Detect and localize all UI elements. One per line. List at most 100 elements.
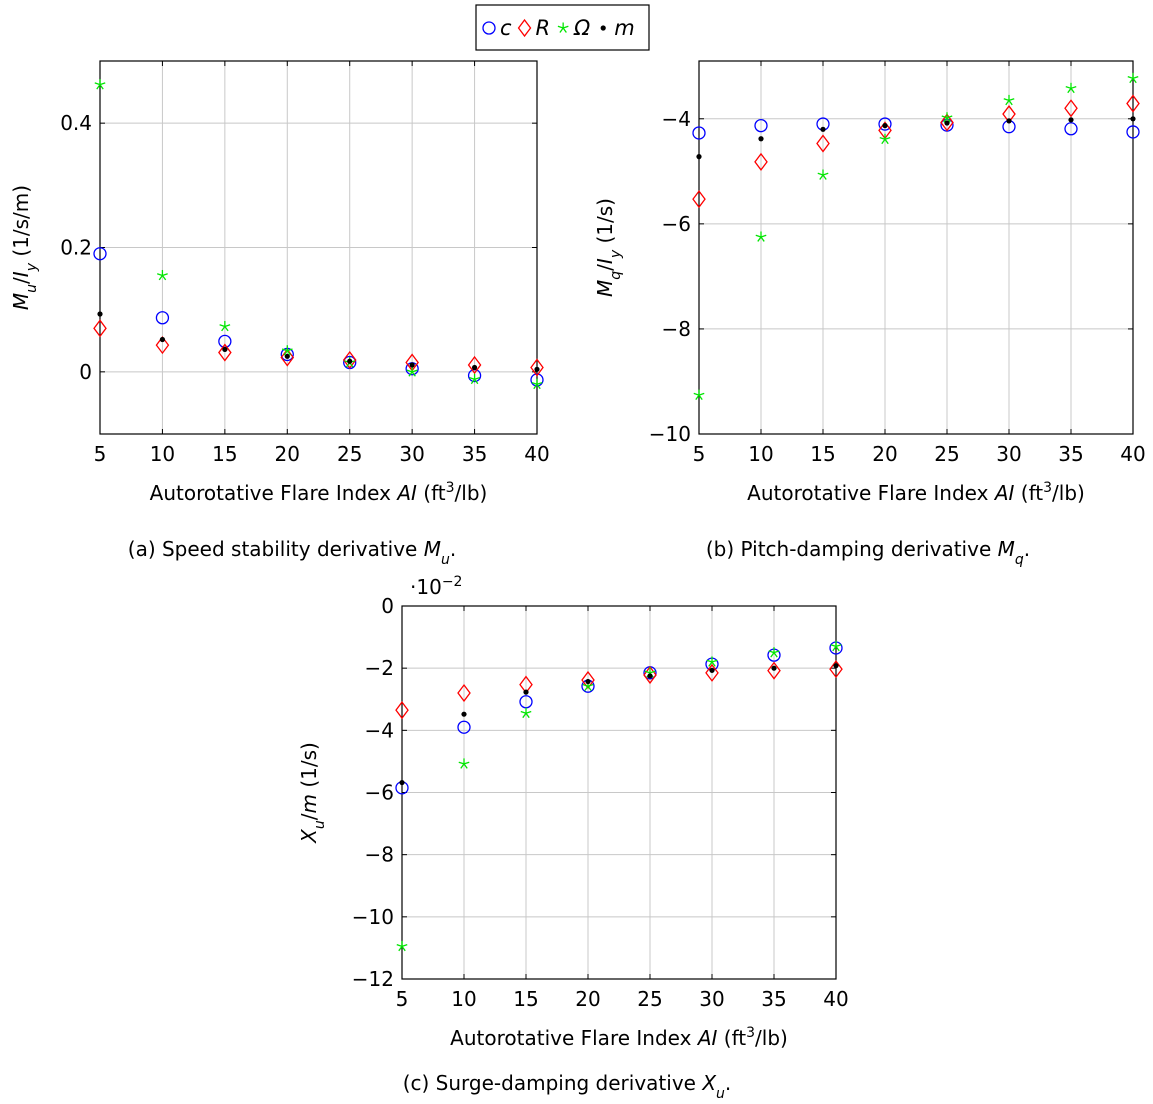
y-tick-label: −12 <box>352 967 394 991</box>
data-point <box>1127 72 1139 84</box>
y-tick-label: 0 <box>381 594 394 618</box>
x-axis-label: Autorotative Flare Index AI (ft3/lb) <box>450 1025 788 1050</box>
series-m <box>399 663 839 786</box>
data-point <box>643 665 657 685</box>
data-point <box>1003 94 1015 106</box>
x-tick-label: 40 <box>524 442 549 466</box>
data-point <box>396 940 408 952</box>
x-tick-label: 30 <box>399 442 424 466</box>
data-point <box>534 366 540 372</box>
x-tick-label: 25 <box>934 442 959 466</box>
data-point <box>399 779 405 786</box>
data-point <box>817 169 829 180</box>
data-point <box>647 673 653 679</box>
x-tick-label: 10 <box>150 442 175 466</box>
data-point <box>458 758 470 769</box>
data-point <box>222 346 228 353</box>
data-point <box>1065 82 1077 94</box>
chart-a: 5 10 15 20 25 30 35 40 0 0.2 0.4 Autorotative Flare… <box>9 60 550 568</box>
data-point <box>469 373 481 385</box>
data-point <box>342 350 357 370</box>
data-point <box>1126 94 1140 113</box>
data-point <box>581 670 595 690</box>
data-point <box>1068 117 1074 123</box>
data-point <box>530 358 544 377</box>
x-tick-label: 5 <box>94 442 107 466</box>
data-point <box>155 336 170 355</box>
x-tick-label: 25 <box>637 987 662 1011</box>
x-tick-label: 15 <box>212 442 237 466</box>
x-tick-label: 30 <box>996 442 1021 466</box>
legend-marker-circle <box>482 21 496 35</box>
x-tick-label: 25 <box>337 442 362 466</box>
data-point <box>159 336 166 343</box>
y-tick-label: −4 <box>662 107 691 131</box>
data-point <box>1006 118 1012 124</box>
data-point <box>93 247 107 261</box>
data-point <box>755 231 767 242</box>
x-axis-label: Autorotative Flare Index AI (ft3/lb) <box>747 480 1085 505</box>
data-point <box>395 701 409 720</box>
x-tick-label: 20 <box>575 987 600 1011</box>
x-tick-label: 20 <box>275 442 300 466</box>
data-point <box>461 711 467 717</box>
chart-c: 5 10 15 20 25 30 35 40 −12 −10 −8 −6 −4 −2 0 ·10−2 Autor… <box>297 574 849 1102</box>
y-tick-label: −8 <box>365 843 394 867</box>
data-point <box>97 311 103 317</box>
y-tick-label: −8 <box>662 317 691 341</box>
data-point <box>1064 99 1078 118</box>
series-Ω <box>94 79 543 390</box>
caption: (a) Speed stability derivative Mu. <box>128 537 456 568</box>
x-tick-label: 40 <box>1120 442 1145 466</box>
data-point <box>406 366 418 377</box>
x-tick-label: 15 <box>513 987 538 1011</box>
y-tick-label: −6 <box>365 781 394 805</box>
data-point <box>457 720 471 734</box>
data-point <box>882 123 888 129</box>
data-point <box>820 126 826 132</box>
x-tick-label: 35 <box>462 442 487 466</box>
data-point <box>94 79 106 90</box>
x-axis-label: Autorotative Flare Index AI (ft3/lb) <box>150 480 488 505</box>
data-point <box>940 113 954 132</box>
data-point <box>754 118 768 133</box>
data-point <box>347 358 353 364</box>
legend-marker-star <box>557 22 569 33</box>
y-scale-label: ·10−2 <box>410 574 462 599</box>
data-point <box>692 190 706 209</box>
x-tick-label: 10 <box>748 442 773 466</box>
legend-label: Ω <box>573 16 590 40</box>
y-tick-label: −6 <box>662 212 691 236</box>
data-point <box>523 689 529 695</box>
data-point <box>531 378 543 390</box>
data-point <box>471 364 478 371</box>
data-point <box>693 389 705 400</box>
y-tick-label: −2 <box>365 656 394 680</box>
data-point <box>705 663 719 682</box>
series-m <box>696 116 1136 160</box>
data-point <box>941 112 953 123</box>
x-tick-label: 5 <box>396 987 409 1011</box>
y-tick-label: −10 <box>649 422 691 446</box>
x-tick-label: 15 <box>810 442 835 466</box>
y-tick-label: 0 <box>79 360 92 384</box>
data-point <box>530 373 544 387</box>
x-tick-label: 35 <box>761 987 786 1011</box>
y-tick-label: 0.2 <box>60 236 92 260</box>
data-point <box>218 343 232 362</box>
data-point <box>284 353 290 359</box>
data-point <box>878 117 892 131</box>
data-point <box>409 362 415 368</box>
data-point <box>944 120 950 126</box>
y-axis-label: Mu/Iy (1/s/m) <box>9 185 40 310</box>
data-point <box>457 683 471 703</box>
x-tick-label: 5 <box>693 442 706 466</box>
data-point <box>833 663 839 669</box>
data-point <box>1064 122 1078 136</box>
data-point <box>816 134 830 153</box>
x-tick-label: 35 <box>1058 442 1083 466</box>
caption: (b) Pitch-damping derivative Mq. <box>706 537 1030 568</box>
legend-label: m <box>614 16 634 40</box>
